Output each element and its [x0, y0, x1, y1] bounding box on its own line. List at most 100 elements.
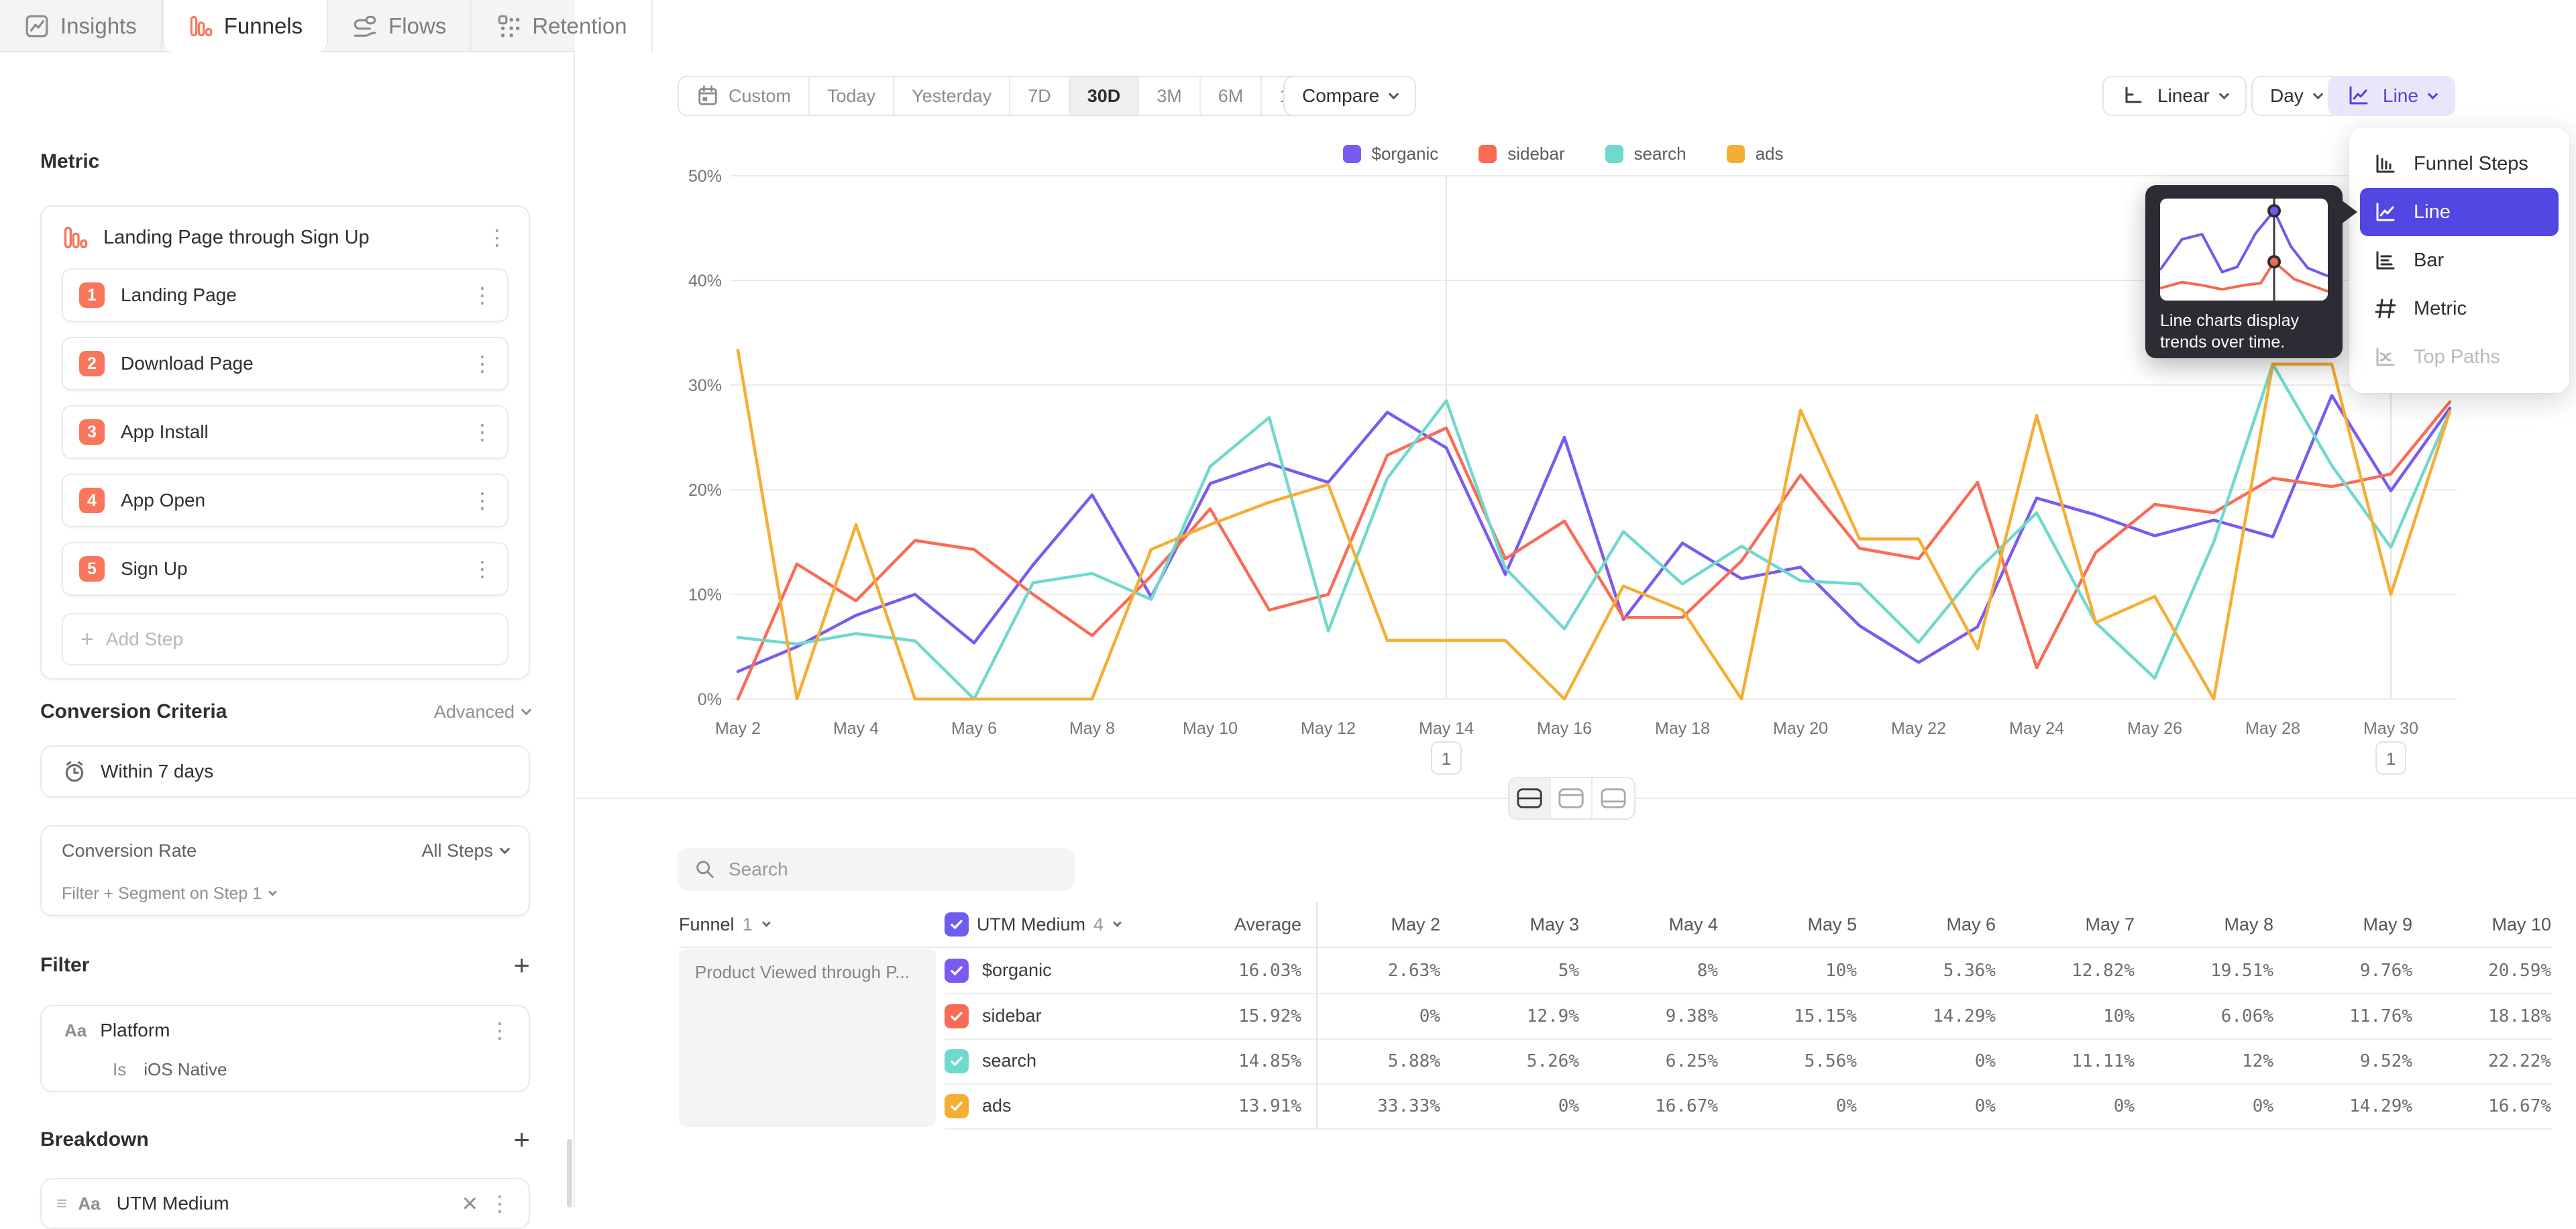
funnel-step-4[interactable]: 4 App Open — [62, 474, 508, 527]
range-30d[interactable]: 30D — [1069, 77, 1140, 115]
menu-item-metric[interactable]: Metric — [2360, 284, 2559, 333]
breakdown-column-dropdown[interactable]: UTM Medium 4 — [945, 912, 1166, 937]
step-menu-icon[interactable] — [471, 353, 494, 374]
series-average: 15.92% — [1238, 1006, 1301, 1026]
series-checkbox[interactable] — [945, 1049, 969, 1073]
search-input[interactable] — [729, 859, 1059, 880]
range-today[interactable]: Today — [810, 77, 895, 115]
scale-dropdown[interactable]: Linear — [2102, 76, 2247, 116]
add-step-button[interactable]: Add Step — [62, 613, 508, 665]
funnel-step-3[interactable]: 3 App Install — [62, 405, 508, 459]
tab-insights[interactable]: Insights — [0, 0, 162, 52]
table-header-divider — [679, 947, 2552, 948]
line-chart-preview — [2160, 199, 2328, 301]
interval-dropdown[interactable]: Day — [2251, 76, 2341, 116]
breakdown-menu-icon[interactable] — [488, 1193, 511, 1214]
legend-item[interactable]: ads — [1726, 144, 1783, 164]
add-breakdown-button[interactable] — [513, 1128, 530, 1151]
tab-funnels[interactable]: Funnels — [162, 0, 329, 52]
filter-card[interactable]: Aa Platform Is iOS Native — [40, 1005, 530, 1092]
menu-item-bar[interactable]: Bar — [2360, 236, 2559, 284]
conversion-window-card[interactable]: Within 7 days — [40, 745, 530, 798]
series-checkbox[interactable] — [945, 958, 969, 983]
toggle-chart-view[interactable] — [1551, 778, 1593, 818]
select-all-checkbox[interactable] — [945, 912, 969, 937]
drag-handle-icon[interactable] — [56, 1193, 67, 1214]
legend-label: $organic — [1371, 144, 1439, 164]
svg-text:May 6: May 6 — [951, 719, 997, 738]
sidebar-scrollbar[interactable] — [567, 1139, 572, 1208]
table-row-organic[interactable]: $organic 16.03% 2.63% 5% 8% 10% 5.36% 12.82% 19… — [679, 948, 2552, 993]
toggle-split-view[interactable] — [1509, 778, 1551, 818]
report-type-tabbar: Insights Funnels Flows Retention — [0, 0, 653, 52]
range-3m[interactable]: 3M — [1139, 77, 1201, 115]
table-row-ads[interactable]: ads 13.91% 33.33% 0% 16.67% 0% 0% 0% 0% 14.29% 16… — [679, 1083, 2552, 1128]
legend-label: search — [1633, 144, 1686, 164]
funnel-column-dropdown[interactable]: Funnel 1 — [679, 914, 945, 935]
tab-retention[interactable]: Retention — [472, 0, 653, 52]
svg-text:May 30: May 30 — [2363, 719, 2418, 738]
flows-icon — [352, 13, 378, 39]
funnel-step-5[interactable]: 5 Sign Up — [62, 542, 508, 596]
plus-icon — [80, 627, 94, 653]
metric-icon — [2373, 297, 2398, 321]
compare-label: Compare — [1302, 85, 1380, 106]
range-custom[interactable]: Custom — [679, 77, 810, 115]
add-filter-button[interactable] — [513, 954, 530, 977]
step-menu-icon[interactable] — [471, 558, 494, 580]
step-menu-icon[interactable] — [471, 421, 494, 443]
chart-type-dropdown[interactable]: Line — [2328, 76, 2455, 116]
breakdown-property-label: UTM Medium — [116, 1193, 229, 1214]
view-toggle-group — [1508, 777, 1635, 820]
series-value: 18.18% — [2488, 1006, 2551, 1026]
tab-flows[interactable]: Flows — [328, 0, 472, 52]
step-menu-icon[interactable] — [471, 284, 494, 306]
toggle-table-view[interactable] — [1593, 778, 1634, 818]
legend-item[interactable]: search — [1605, 144, 1686, 164]
range-6m[interactable]: 6M — [1201, 77, 1263, 115]
legend-swatch — [1342, 145, 1361, 163]
table-row-search[interactable]: search 14.85% 5.88% 5.26% 6.25% 5.56% 0% 11.11… — [679, 1038, 2552, 1083]
filter-menu-icon[interactable] — [488, 1020, 511, 1041]
table-row-sidebar[interactable]: sidebar 15.92% 0% 12.9% 9.38% 15.15% 14.29% 10… — [679, 994, 2552, 1038]
menu-item-line[interactable]: Line — [2360, 188, 2559, 236]
svg-text:May 8: May 8 — [1069, 719, 1115, 738]
funnel-metric-menu-icon[interactable] — [486, 227, 508, 248]
step-label: Sign Up — [121, 558, 188, 579]
funnel-step-1[interactable]: 1 Landing Page — [62, 268, 508, 322]
series-value: 12% — [2242, 1051, 2273, 1071]
conversion-rate-card: Conversion Rate All Steps Filter + Segme… — [40, 825, 530, 916]
range-yesterday[interactable]: Yesterday — [894, 77, 1011, 115]
filter-segment-label: Filter + Segment on Step 1 — [62, 884, 262, 903]
chart-type-label: Line — [2383, 85, 2418, 106]
step-number-badge: 2 — [79, 351, 105, 376]
series-value: 0% — [2113, 1096, 2135, 1116]
legend-item[interactable]: $organic — [1342, 144, 1439, 164]
series-checkbox[interactable] — [945, 1093, 969, 1118]
filter-segment-dropdown[interactable]: Filter + Segment on Step 1 — [62, 884, 277, 904]
range-label: 6M — [1218, 85, 1244, 106]
compare-button[interactable]: Compare — [1283, 76, 1417, 116]
series-value: 0% — [1974, 1096, 1996, 1116]
conversion-mode-dropdown[interactable]: Advanced — [434, 702, 532, 723]
funnel-metric-card: Landing Page through Sign Up 1 Landing P… — [40, 205, 530, 680]
table-freeze-divider — [1316, 902, 1318, 1129]
line-chart-tooltip: Line charts display trends over time. — [2145, 185, 2357, 358]
date-col-header: May 4 — [1668, 914, 1718, 934]
chevron-down-icon — [2427, 89, 2438, 99]
step-menu-icon[interactable] — [471, 490, 494, 511]
breakdown-card[interactable]: Aa UTM Medium — [40, 1178, 530, 1229]
menu-item-funnel-steps[interactable]: Funnel Steps — [2360, 140, 2559, 188]
series-value: 15.15% — [1794, 1006, 1857, 1026]
series-checkbox[interactable] — [945, 1004, 969, 1028]
legend-item[interactable]: sidebar — [1479, 144, 1565, 164]
conversion-rate-steps-dropdown[interactable]: All Steps — [421, 841, 511, 861]
remove-breakdown-icon[interactable] — [462, 1190, 478, 1217]
svg-text:1: 1 — [2386, 749, 2396, 769]
date-col-header: May 8 — [2224, 914, 2273, 934]
funnel-step-2[interactable]: 2 Download Page — [62, 337, 508, 390]
chart-view-icon — [1557, 786, 1585, 810]
chevron-down-icon — [2218, 89, 2230, 99]
range-7d[interactable]: 7D — [1010, 77, 1070, 115]
funnels-icon — [188, 13, 213, 39]
